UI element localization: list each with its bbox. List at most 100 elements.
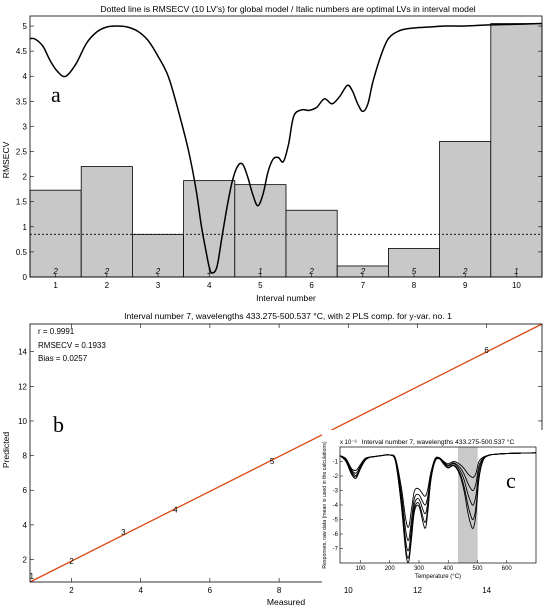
panel-b-y-ticks: 2 4 6 8 10 12 14	[18, 348, 542, 564]
panel-a-xlabel: Interval number	[256, 293, 316, 303]
optimal-lv-label-8: 5	[412, 267, 417, 276]
panel-c-label: c	[506, 468, 516, 493]
panel-a-frame	[29, 15, 543, 278]
panel-c-plot-area	[340, 447, 536, 563]
interval-bar-1	[29, 189, 82, 278]
panel-a-spectrum-curve	[29, 22, 543, 274]
panel-a-ylabel: RMSECV	[1, 141, 11, 178]
x-tick-label: 200	[385, 566, 396, 572]
y-tick-label: 2	[23, 555, 28, 564]
panel-c-ylabel: Responses, raw data (mean is used in the…	[322, 441, 328, 568]
y-tick-label: 8	[23, 452, 28, 461]
x-tick-label: 12	[413, 586, 422, 595]
x-tick-10: 10	[512, 281, 521, 290]
panel-b-fit-line	[29, 323, 543, 583]
panel-c-frame	[339, 446, 537, 564]
y-tick-label: 0	[23, 273, 28, 282]
panel-a-title: Dotted line is RMSECV (10 LV's) for glob…	[100, 4, 475, 14]
panel-a-y-ticks: 0 0.5 1 1.5 2 2.5 3 3.5 4 4.5 5	[16, 22, 542, 282]
optimal-lv-label-7: 2	[360, 267, 366, 276]
y-tick-label: 2.5	[16, 148, 28, 157]
optimal-lv-label-3: 2	[155, 267, 161, 276]
y-tick-label: 14	[18, 348, 27, 357]
x-tick-label: 300	[414, 566, 425, 572]
interval-bar-4	[183, 180, 236, 278]
sample-point-5: 5	[270, 457, 275, 466]
x-tick-label: 400	[443, 566, 454, 572]
y-tick-label: -4	[333, 503, 339, 509]
panel-a-label: a	[51, 82, 61, 107]
y-tick-label: 1.5	[16, 198, 28, 207]
y-tick-label: 10	[18, 417, 27, 426]
x-tick-label: 100	[355, 566, 366, 572]
interval-bar-5	[234, 184, 287, 278]
y-tick-label: -3	[333, 489, 339, 495]
panel-a-x-ticks: 1 2 3 4 5 6 7 8 9 10	[53, 274, 521, 290]
panel-c-exponent: x 10⁻³	[340, 440, 357, 446]
y-tick-label: 4.5	[16, 47, 28, 56]
panel-a-interval-pls-chart: Dotted line is RMSECV (10 LV's) for glob…	[1, 4, 543, 303]
interval-bar-9	[439, 141, 492, 278]
y-tick-label: -1	[333, 460, 339, 466]
panel-c-inset-spectra: x 10⁻³ Interval number 7, wavelengths 43…	[322, 430, 544, 583]
x-tick-7: 7	[361, 281, 366, 290]
x-tick-label: 14	[482, 586, 491, 595]
panel-a-optimal-lv-labels: 2 2 2 1 1 2 2 5 2 1	[52, 267, 518, 276]
y-tick-label: 2	[23, 173, 28, 182]
panel-b-xlabel: Measured	[267, 597, 305, 607]
x-tick-1: 1	[53, 281, 58, 290]
x-tick-2: 2	[105, 281, 110, 290]
panel-c-title: Interval number 7, wavelengths 433.275-5…	[362, 438, 515, 446]
interval-bar-8	[387, 247, 440, 278]
panel-c-x-ticks: 100 200 300 400 500 600	[355, 560, 512, 572]
optimal-lv-label-10: 1	[514, 267, 518, 276]
interval-bar-2	[80, 166, 133, 278]
y-tick-label: 3.5	[16, 97, 28, 106]
panel-c-spectra-lines	[339, 452, 537, 564]
x-tick-9: 9	[463, 281, 468, 290]
optimal-lv-label-9: 2	[462, 267, 468, 276]
y-tick-label: -5	[333, 518, 339, 524]
sample-point-6: 6	[484, 346, 489, 355]
sample-point-3: 3	[121, 528, 126, 537]
x-tick-label: 2	[69, 586, 74, 595]
interval-bar-10	[490, 23, 543, 278]
x-tick-label: 8	[277, 586, 282, 595]
panel-c-xlabel: Temperature (°C)	[415, 574, 461, 580]
x-tick-label: 4	[138, 586, 143, 595]
y-tick-label: 1	[23, 223, 28, 232]
optimal-lv-label-1: 2	[52, 267, 58, 276]
spectrum-line-5	[339, 452, 537, 564]
optimal-lv-label-2: 2	[104, 267, 110, 276]
y-tick-label: -7	[333, 547, 339, 553]
panel-a-bars	[29, 23, 543, 278]
x-tick-label: 10	[344, 586, 353, 595]
optimal-lv-label-6: 2	[308, 267, 314, 276]
x-tick-8: 8	[412, 281, 417, 290]
sample-point-2: 2	[69, 557, 74, 566]
panel-c-y-ticks: -7 -6 -5 -4 -3 -2 -1	[333, 460, 343, 553]
x-tick-label: 600	[502, 566, 513, 572]
y-tick-label: -6	[333, 532, 339, 538]
y-tick-label: 0.5	[16, 248, 28, 257]
panel-b-x-ticks: 2 4 6 8 10 12 14	[69, 324, 492, 595]
y-tick-label: 12	[18, 382, 27, 391]
x-tick-label: 500	[472, 566, 483, 572]
sample-point-1: 1	[30, 572, 35, 581]
panel-b-ylabel: Predicted	[1, 432, 11, 469]
interval-bar-3	[131, 233, 184, 278]
y-tick-label: 6	[23, 486, 28, 495]
x-tick-label: 6	[208, 586, 213, 595]
x-tick-5: 5	[258, 281, 263, 290]
panel-b-sample-labels: 1 2 3 4 5 6	[30, 346, 490, 581]
y-tick-label: -2	[333, 474, 339, 480]
stat-rmsecv: RMSECV = 0.1933	[38, 341, 106, 350]
panel-b-title: Interval number 7, wavelengths 433.275-5…	[124, 311, 452, 321]
panel-b-label: b	[53, 412, 64, 437]
y-tick-label: 3	[23, 122, 28, 131]
sample-point-4: 4	[173, 505, 178, 514]
x-tick-3: 3	[156, 281, 161, 290]
y-tick-label: 4	[23, 72, 28, 81]
optimal-lv-label-5: 1	[258, 267, 262, 276]
